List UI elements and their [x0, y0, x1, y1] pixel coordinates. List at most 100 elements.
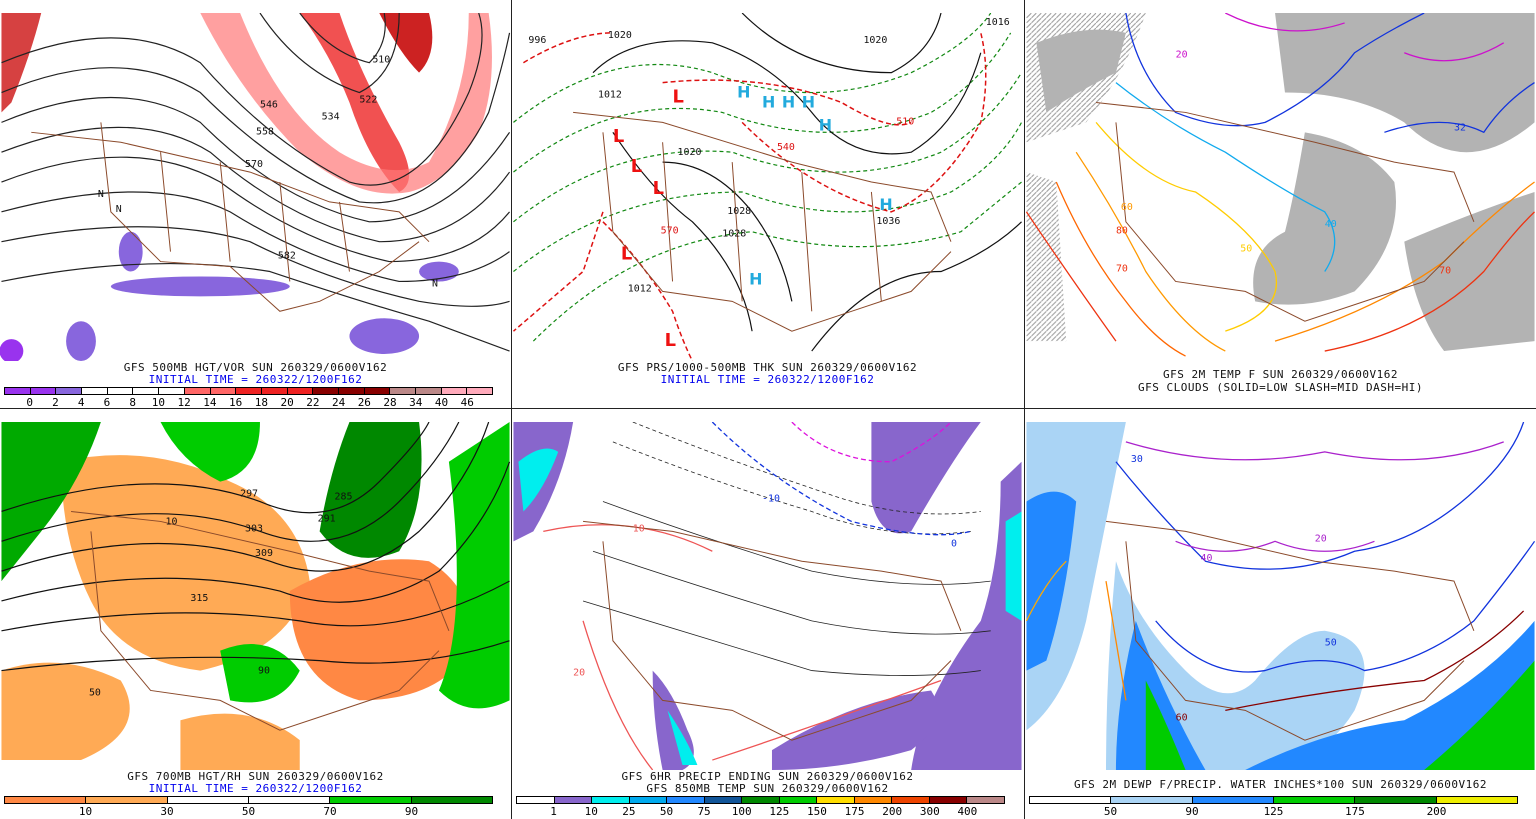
colorbar-cell — [107, 388, 134, 394]
colorbar-cell — [416, 388, 442, 394]
rh-label: 50 — [89, 687, 101, 698]
low-pressure-marker: L — [613, 126, 624, 147]
contour-label: 70 — [1116, 264, 1128, 275]
colorbar-cell — [1355, 797, 1437, 803]
contour-label: 60 — [1121, 202, 1133, 213]
map-title: GFS 700MB HGT/RH SUN 260329/0600V162 — [127, 770, 384, 783]
colorbar-tick-label: 10 — [584, 805, 598, 818]
panel-500mb-height-vorticity: 510 522 534 546 558 570 582 N N N GFS 50… — [0, 0, 511, 408]
colorbar-cell — [184, 388, 211, 394]
colorbar-tick-label: 12 — [177, 396, 191, 409]
isobar-label: 1028 — [727, 206, 751, 217]
high-pressure-marker: H — [749, 269, 762, 288]
contour-label: 50 — [1240, 244, 1252, 255]
panel-divider — [1024, 0, 1025, 819]
colorbar-cell — [441, 388, 468, 394]
colorbar-cell — [86, 797, 168, 803]
colorbar-tick-label: 8 — [129, 396, 136, 409]
colorbar-tick-label: 46 — [460, 396, 474, 409]
initial-time: INITIAL TIME = 260322/1200F162 — [148, 373, 363, 386]
colorbar-tick-label: 28 — [383, 396, 397, 409]
colorbar-cell — [236, 388, 262, 394]
colorbar-tick-label: 1 — [550, 805, 557, 818]
colorbar-vorticity — [4, 387, 493, 395]
colorbar-tick-label: 22 — [306, 396, 320, 409]
isobar-label: 1028 — [722, 229, 746, 240]
panel-divider — [0, 408, 1536, 409]
contour-label: 582 — [278, 251, 296, 262]
colorbar-tick-label: 14 — [203, 396, 217, 409]
map-title: GFS 500MB HGT/VOR SUN 260329/0600V162 — [123, 361, 388, 374]
colorbar-cell — [56, 388, 83, 394]
colorbar-cell — [779, 797, 818, 803]
colorbar-cell — [892, 797, 930, 803]
colorbar-tick-label: 0 — [26, 396, 34, 409]
colorbar-tick-label: 175 — [844, 805, 865, 818]
colorbar-cell — [133, 388, 160, 394]
low-pressure-marker: L — [653, 178, 664, 199]
isotherm-label: 20 — [573, 668, 585, 679]
colorbar-tick-label: 100 — [731, 805, 752, 818]
colorbar-cell — [313, 388, 339, 394]
colorbar-labels: 0 2 4 6 8 10 12 14 16 18 20 22 24 26 28 34 40 46 — [4, 397, 493, 409]
isobar-label: 1012 — [628, 283, 652, 294]
colorbar-tick-label: 200 — [882, 805, 903, 818]
colorbar-tick-label: 75 — [697, 805, 711, 818]
rh-label: 90 — [258, 666, 270, 677]
dewpoint-label: 60 — [1176, 712, 1188, 723]
colorbar-cell — [364, 388, 391, 394]
colorbar-precipitation — [516, 796, 1005, 804]
colorbar-tick-label: 26 — [357, 396, 371, 409]
colorbar-cell — [854, 797, 893, 803]
isobar-label: 1020 — [863, 35, 887, 46]
low-pressure-marker: L — [665, 330, 676, 351]
contour-label: 303 — [245, 523, 263, 534]
colorbar-tick-label: 90 — [404, 805, 419, 818]
contour-label: 546 — [260, 99, 278, 110]
colorbar-tick-label: 50 — [659, 805, 674, 818]
colorbar-cell — [1030, 797, 1112, 803]
colorbar-tick-label: 90 — [1185, 805, 1199, 818]
colorbar-tick-label: 34 — [409, 396, 423, 409]
colorbar-cell — [929, 797, 968, 803]
colorbar-tick-label: 10 — [78, 805, 93, 818]
colorbar-cell — [629, 797, 668, 803]
colorbar-tick-label: 25 — [622, 805, 636, 818]
low-pressure-marker: L — [621, 244, 632, 265]
isotherm-label: -10 — [762, 494, 780, 505]
contour-label: 309 — [255, 548, 273, 559]
high-pressure-marker: H — [879, 195, 892, 214]
colorbar-cell — [330, 797, 412, 803]
isotherm-label: 0 — [951, 538, 957, 549]
colorbar-tick-label: 70 — [323, 805, 337, 818]
contour-label: 297 — [240, 489, 258, 500]
vorticity-marker: N — [116, 204, 122, 215]
rh-label: 10 — [166, 516, 178, 527]
panel-6hr-precip-850mb-temp: -10 0 10 20 GFS 6HR PRECIP ENDING SUN 26… — [512, 409, 1023, 817]
isobar-label: 1016 — [986, 17, 1010, 28]
map-title: GFS 6HR PRECIP ENDING SUN 260329/0600V16… — [621, 770, 914, 783]
colorbar-cell — [667, 797, 705, 803]
map-2m-temperature: 20 32 40 50 60 70 80 70 — [1025, 13, 1535, 357]
panel-700mb-height-rh: 297 291 285 303 309 315 10 50 90 GFS 700… — [0, 409, 511, 817]
thickness-label: 540 — [777, 142, 795, 153]
low-pressure-marker: L — [673, 86, 684, 107]
colorbar-tick-label: 24 — [331, 396, 346, 409]
colorbar-cell — [592, 797, 630, 803]
contour-label: 20 — [1176, 50, 1188, 61]
isobar-label: 1012 — [598, 90, 622, 101]
map-700mb: 297 291 285 303 309 315 10 50 90 — [1, 422, 511, 770]
colorbar-cell — [411, 797, 492, 803]
colorbar-tick-label: 50 — [1103, 805, 1118, 818]
contour-label: 32 — [1454, 122, 1466, 133]
colorbar-tick-label: 20 — [280, 396, 294, 409]
colorbar-cell — [210, 388, 237, 394]
map-surface-pressure: 996 1020 1012 1020 1016 1028 1020 1028 1… — [512, 13, 1023, 361]
high-pressure-marker: H — [802, 92, 815, 111]
colorbar-cell — [554, 797, 593, 803]
dewpoint-label: 50 — [1325, 638, 1337, 649]
initial-time: INITIAL TIME = 260322/1200F162 — [660, 373, 875, 386]
dewpoint-label: 20 — [1315, 533, 1327, 544]
map-500mb: 510 522 534 546 558 570 582 N N N — [0, 13, 511, 361]
colorbar-cell — [287, 388, 314, 394]
